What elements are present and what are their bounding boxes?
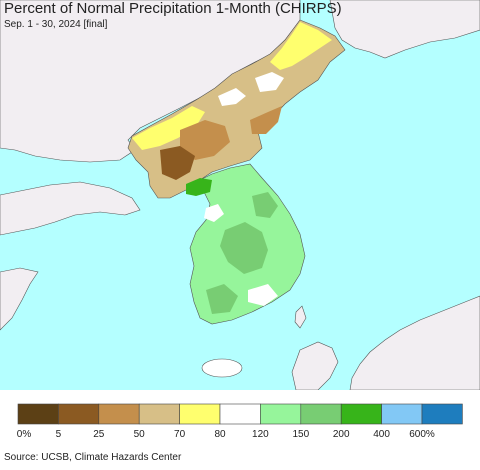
legend-swatch [98, 403, 140, 425]
legend-swatches [17, 403, 463, 425]
sk-white-southeast [248, 284, 278, 306]
tsushima-island [294, 305, 307, 329]
nk-white-patch [255, 72, 284, 92]
legend-label: 70 [174, 429, 186, 440]
sk-green-northeast [252, 192, 278, 218]
legend-labels: 0% 5 25 50 70 80 120 150 200 400 600% [17, 429, 435, 440]
sk-green-central [220, 222, 268, 274]
source-credit: Source: UCSB, Climate Hazards Center [4, 452, 182, 463]
japan-kyushu [291, 341, 339, 390]
legend-label: 150 [292, 429, 309, 440]
legend-swatch [421, 403, 463, 425]
legend-swatch [381, 403, 423, 425]
legend-swatch [260, 403, 302, 425]
nk-white-north [218, 88, 246, 106]
legend-label: 0% [17, 429, 32, 440]
legend-swatch [300, 403, 342, 425]
nk-tan-central [180, 120, 230, 160]
russia-land [329, 0, 480, 59]
nk-yellow-west [132, 106, 205, 150]
legend-label: 25 [93, 429, 105, 440]
legend-swatch [340, 403, 382, 425]
date-range-subtitle: Sep. 1 - 30, 2024 [final] [4, 19, 108, 30]
sk-green-south [206, 284, 238, 314]
nk-tan-east [250, 106, 282, 134]
legend-label: 5 [56, 429, 62, 440]
legend-swatch [58, 403, 100, 425]
japan-land [349, 295, 480, 390]
legend-label: 600% [409, 429, 435, 440]
legend-label: 80 [214, 429, 226, 440]
precipitation-map [0, 0, 480, 390]
shandong-land [0, 181, 141, 236]
legend-label: 400 [373, 429, 390, 440]
sk-white-west [204, 204, 224, 222]
legend-swatch [17, 403, 59, 425]
color-legend: 0% 5 25 50 70 80 120 150 200 400 600% [17, 403, 463, 440]
legend-label: 200 [333, 429, 350, 440]
sk-darkgreen-dmz [186, 178, 212, 196]
jeju-island [201, 358, 243, 378]
legend-swatch [219, 403, 261, 425]
page-title: Percent of Normal Precipitation 1-Month … [4, 0, 342, 17]
legend-swatch [138, 403, 180, 425]
china-south-land [0, 267, 39, 331]
legend-label: 50 [134, 429, 146, 440]
nk-brown-southwest [160, 146, 195, 180]
legend-swatch [179, 403, 221, 425]
legend-label: 120 [252, 429, 269, 440]
nk-yellow-northeast [270, 22, 332, 70]
